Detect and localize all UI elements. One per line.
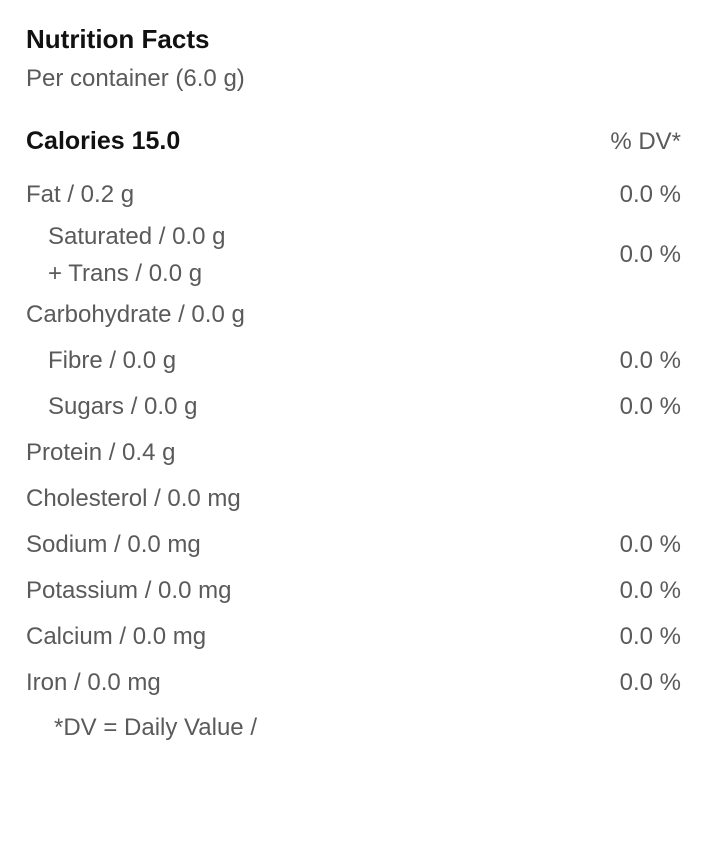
protein-row: Protein / 0.4 g: [26, 430, 681, 476]
carb-row: Carbohydrate / 0.0 g: [26, 292, 681, 338]
protein-label: Protein / 0.4 g: [26, 439, 175, 467]
fat-row: Fat / 0.2 g 0.0 %: [26, 172, 681, 218]
sodium-value: 0.0 %: [620, 531, 681, 559]
calcium-row: Calcium / 0.0 mg 0.0 %: [26, 614, 681, 660]
cholesterol-label: Cholesterol / 0.0 mg: [26, 485, 241, 513]
trans-label: + Trans / 0.0 g: [48, 255, 225, 292]
sugars-value: 0.0 %: [620, 393, 681, 421]
calcium-value: 0.0 %: [620, 623, 681, 651]
fat-label: Fat / 0.2 g: [26, 181, 134, 209]
potassium-value: 0.0 %: [620, 577, 681, 605]
cholesterol-row: Cholesterol / 0.0 mg: [26, 476, 681, 522]
carb-label: Carbohydrate / 0.0 g: [26, 301, 245, 329]
calcium-label: Calcium / 0.0 mg: [26, 623, 206, 651]
sat-trans-value: 0.0 %: [620, 241, 681, 269]
fibre-label: Fibre / 0.0 g: [26, 347, 176, 375]
sugars-label: Sugars / 0.0 g: [26, 393, 197, 421]
fibre-value: 0.0 %: [620, 347, 681, 375]
sugars-row: Sugars / 0.0 g 0.0 %: [26, 384, 681, 430]
potassium-label: Potassium / 0.0 mg: [26, 577, 231, 605]
saturated-label: Saturated / 0.0 g: [48, 218, 225, 255]
fat-value: 0.0 %: [620, 181, 681, 209]
dv-header: % DV*: [610, 128, 681, 156]
sat-trans-row: Saturated / 0.0 g + Trans / 0.0 g 0.0 %: [26, 218, 681, 292]
calories-label: Calories 15.0: [26, 127, 180, 156]
calories-header-row: Calories 15.0 % DV*: [26, 127, 681, 156]
iron-row: Iron / 0.0 mg 0.0 %: [26, 660, 681, 706]
sodium-label: Sodium / 0.0 mg: [26, 531, 201, 559]
nutrition-title: Nutrition Facts: [26, 24, 681, 55]
fibre-row: Fibre / 0.0 g 0.0 %: [26, 338, 681, 384]
iron-value: 0.0 %: [620, 669, 681, 697]
sodium-row: Sodium / 0.0 mg 0.0 %: [26, 522, 681, 568]
iron-label: Iron / 0.0 mg: [26, 669, 161, 697]
dv-footnote: *DV = Daily Value /: [26, 714, 681, 742]
serving-size: Per container (6.0 g): [26, 65, 681, 93]
potassium-row: Potassium / 0.0 mg 0.0 %: [26, 568, 681, 614]
